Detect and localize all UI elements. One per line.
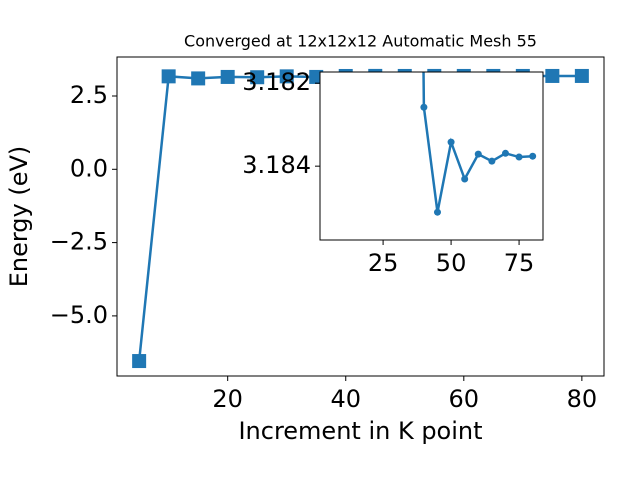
marker [250,70,265,85]
x-tick-label: 50 [436,249,467,277]
axes-background [320,72,543,240]
marker [433,208,441,216]
marker [191,71,206,86]
marker [488,157,496,165]
x-tick-label: 60 [449,385,480,413]
marker [529,152,537,160]
inset-axes: 25 50 75 3.182 3.184 [242,68,544,277]
series-line [422,72,533,213]
marker [461,175,469,183]
marker [161,69,176,84]
chart-title: Converged at 12x12x12 Automatic Mesh 55 [184,32,537,51]
y-tick-label: 3.184 [242,151,311,179]
x-tick-label: 20 [212,385,243,413]
x-tick-label: 40 [330,385,361,413]
x-tick-label: 25 [368,249,399,277]
x-tick-label: 80 [567,385,598,413]
y-axis-label: Energy (eV) [5,146,33,288]
marker [474,150,482,158]
marker [279,69,294,84]
marker [515,153,523,161]
marker [501,149,509,157]
y-tick-label: 0.0 [70,154,108,182]
marker [447,138,455,146]
x-axis-label: Increment in K point [238,417,482,445]
y-tick-label: −5.0 [50,301,108,329]
axes-frame [116,56,605,377]
axes-frame [319,71,544,241]
marker [574,68,589,83]
plot-area [420,72,537,216]
y-tick-label: 2.5 [70,81,108,109]
x-tick-label: 75 [504,249,535,277]
marker [545,68,560,83]
y-tick-label: −2.5 [50,228,108,256]
y-tick-label: 3.182 [242,68,311,96]
marker [132,354,147,369]
marker [220,69,235,84]
marker [420,103,428,111]
